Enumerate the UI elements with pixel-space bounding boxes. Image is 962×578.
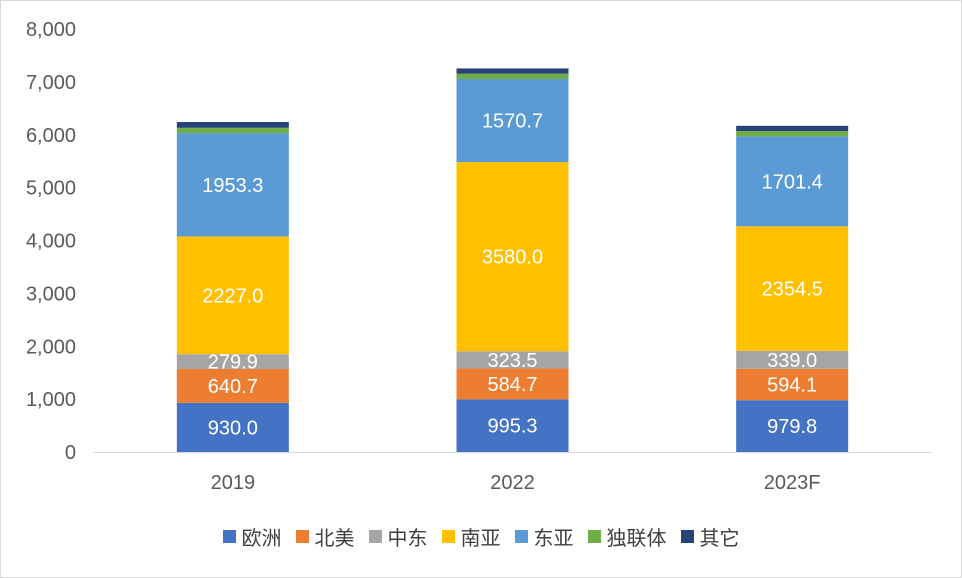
legend-item: 东亚 (514, 522, 574, 551)
legend-label: 独联体 (606, 526, 667, 550)
legend-swatch (587, 530, 601, 543)
bar-segment (176, 236, 289, 355)
data-label: 3580.0 (482, 247, 543, 269)
data-label: 979.8 (767, 416, 817, 438)
data-label: 584.7 (487, 374, 537, 396)
bar-segment (176, 133, 289, 237)
y-tick-label: 1,000 (26, 389, 76, 411)
legend-label: 南亚 (460, 526, 501, 550)
y-tick-label: 3,000 (26, 283, 76, 305)
data-label: 2354.5 (762, 279, 823, 301)
data-label: 995.3 (487, 416, 537, 438)
bar-segment (176, 127, 289, 134)
bar-segment (456, 68, 569, 74)
legend-item: 北美 (295, 522, 355, 551)
data-label: 640.7 (208, 376, 258, 398)
bar-segment (736, 131, 849, 137)
legend-swatch (514, 530, 528, 543)
x-tick-label: 2023F (764, 472, 821, 494)
bar-segment (736, 350, 849, 369)
legend-swatch (295, 530, 309, 543)
legend-swatch (368, 530, 382, 543)
legend-label: 东亚 (533, 526, 574, 550)
y-tick-label: 5,000 (26, 178, 76, 200)
legend-label: 中东 (387, 526, 428, 550)
y-tick-label: 4,000 (26, 231, 76, 253)
legend-item: 独联体 (587, 522, 667, 551)
data-label: 2227.0 (202, 285, 263, 307)
bar-segment (736, 400, 849, 452)
y-tick-label: 8,000 (26, 19, 76, 41)
bar-segment (456, 368, 569, 400)
y-tick-label: 6,000 (26, 125, 76, 147)
bar-segment (736, 125, 849, 132)
data-label: 1953.3 (202, 175, 263, 197)
legend-item: 其它 (680, 522, 740, 551)
legend-swatch (680, 530, 694, 543)
y-tick-label: 2,000 (26, 336, 76, 358)
bar-segment (176, 354, 289, 369)
data-label: 1570.7 (482, 111, 543, 133)
y-tick-label: 7,000 (26, 72, 76, 94)
legend-item: 中东 (368, 522, 428, 551)
bar-segment (736, 226, 849, 351)
bar-segment (456, 162, 569, 352)
bar-segment (736, 368, 849, 401)
data-label: 594.1 (767, 374, 817, 396)
x-tick-label: 2022 (490, 472, 535, 494)
y-tick-label: 0 (65, 442, 76, 464)
legend-item: 南亚 (441, 522, 501, 551)
bar-segment (456, 73, 569, 80)
legend-swatch (441, 530, 455, 543)
legend-label: 其它 (699, 526, 740, 550)
legend-label: 北美 (314, 526, 355, 550)
data-label: 930.0 (208, 417, 258, 439)
data-label: 323.5 (487, 350, 537, 372)
bar-segment (736, 136, 849, 227)
data-label: 339.0 (767, 350, 817, 372)
legend-item: 欧洲 (222, 522, 282, 551)
bar-segment (456, 399, 569, 452)
bar-segment (176, 122, 289, 128)
bar-segment (176, 368, 289, 403)
bar-segment (456, 79, 569, 163)
x-tick-label: 2019 (211, 472, 256, 494)
legend-label: 欧洲 (241, 526, 282, 550)
bar-segment (456, 351, 569, 369)
chart-legend: 欧洲 北美 中东 南亚 东亚 独联体 其它 (0, 522, 962, 551)
data-label: 1701.4 (762, 171, 823, 193)
bar-segment (176, 402, 289, 452)
data-label: 279.9 (208, 352, 258, 374)
legend-swatch (222, 530, 236, 543)
